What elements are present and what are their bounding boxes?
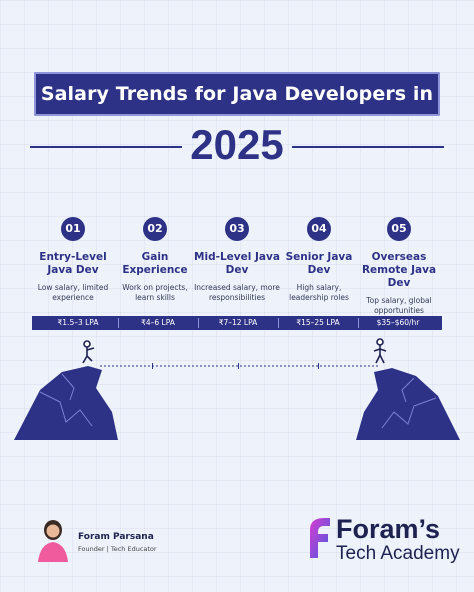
step-title: Gain Experience <box>122 251 188 276</box>
salary-label: ₹15–25 LPA <box>296 318 340 327</box>
salary-divider <box>118 318 119 328</box>
step-description: Work on projects, learn skills <box>122 283 188 302</box>
cliffs-illustration <box>14 338 460 440</box>
step-number: 02 <box>143 217 167 241</box>
year-heading: 2025 <box>190 121 284 168</box>
year-divider-right <box>292 146 444 148</box>
author-role: Founder | Tech Educator <box>78 545 157 553</box>
salary-bar: ₹1.5–3 LPA ₹4–6 LPA ₹7–12 LPA ₹15–25 LPA… <box>32 316 442 330</box>
step-number: 03 <box>225 217 249 241</box>
step-1: 01 Entry-Level Java Dev Low salary, limi… <box>30 217 116 303</box>
step-number: 05 <box>387 217 411 241</box>
step-description: Top salary, global opportunities <box>366 296 432 315</box>
page-title-banner: Salary Trends for Java Developers in <box>34 72 440 116</box>
avatar <box>38 520 68 562</box>
step-5: 05 Overseas Remote Java Dev Top salary, … <box>356 217 442 316</box>
forams-logo-icon <box>310 518 330 558</box>
step-2: 02 Gain Experience Work on projects, lea… <box>112 217 198 303</box>
brand-name: Foram’s <box>336 514 441 544</box>
salary-label: $35–$60/hr <box>376 318 420 327</box>
year-row: 2025 <box>20 120 454 170</box>
step-description: Increased salary, more responsibilities <box>194 283 280 302</box>
step-number: 04 <box>307 217 331 241</box>
brand-subtitle: Tech Academy <box>336 543 460 564</box>
author-name: Foram Parsana <box>78 532 154 542</box>
bridge-ticks <box>152 363 319 369</box>
salary-label: ₹4–6 LPA <box>141 318 175 327</box>
step-3: 03 Mid-Level Java Dev Increased salary, … <box>194 217 280 303</box>
year-divider-left <box>30 146 182 148</box>
salary-divider <box>198 318 199 328</box>
left-cliff-icon <box>14 366 118 440</box>
salary-divider <box>358 318 359 328</box>
step-description: Low salary, limited experience <box>37 283 109 302</box>
right-cliff-icon <box>356 368 460 440</box>
climber-right-icon <box>373 338 387 364</box>
step-title: Entry-Level Java Dev <box>39 251 107 276</box>
step-4: 04 Senior Java Dev High salary, leadersh… <box>276 217 362 303</box>
step-title: Overseas Remote Java Dev <box>361 251 437 289</box>
page-title: Salary Trends for Java Developers in <box>40 83 434 105</box>
climber-left-icon <box>82 340 95 364</box>
salary-divider <box>278 318 279 328</box>
step-title: Senior Java Dev <box>285 251 353 276</box>
step-description: High salary, leadership roles <box>289 283 349 302</box>
step-title: Mid-Level Java Dev <box>194 251 280 276</box>
salary-label: ₹7–12 LPA <box>218 318 258 327</box>
salary-label: ₹1.5–3 LPA <box>57 318 99 327</box>
step-number: 01 <box>61 217 85 241</box>
